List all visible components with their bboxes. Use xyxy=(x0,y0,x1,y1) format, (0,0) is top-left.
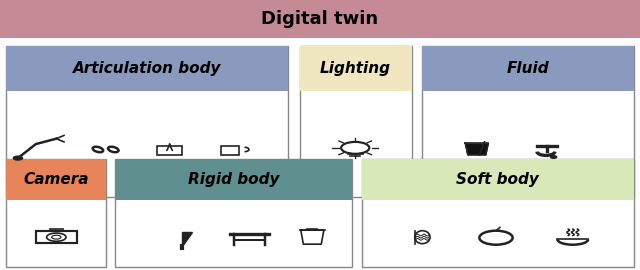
Text: Lighting: Lighting xyxy=(320,61,391,76)
Circle shape xyxy=(13,156,22,160)
Text: Fluid: Fluid xyxy=(507,61,549,76)
Text: Rigid body: Rigid body xyxy=(188,172,279,187)
Bar xyxy=(422,46,634,197)
Circle shape xyxy=(550,156,557,158)
Bar xyxy=(221,146,239,155)
Bar xyxy=(115,159,352,267)
Bar xyxy=(422,46,634,91)
Bar xyxy=(6,159,106,200)
Bar xyxy=(6,159,106,267)
Bar xyxy=(362,159,634,200)
Bar xyxy=(300,46,412,91)
Bar xyxy=(50,228,63,231)
Text: Articulation body: Articulation body xyxy=(73,61,221,76)
Text: Camera: Camera xyxy=(23,172,89,187)
Polygon shape xyxy=(182,232,192,246)
Bar xyxy=(157,146,182,155)
Text: Soft body: Soft body xyxy=(456,172,539,187)
Bar xyxy=(36,231,77,243)
Bar xyxy=(115,159,352,200)
Bar xyxy=(362,159,634,267)
Text: Digital twin: Digital twin xyxy=(261,10,379,28)
Bar xyxy=(6,46,288,197)
Bar xyxy=(6,46,288,91)
Polygon shape xyxy=(465,144,488,155)
Bar xyxy=(0,0,640,38)
Bar xyxy=(300,46,412,197)
